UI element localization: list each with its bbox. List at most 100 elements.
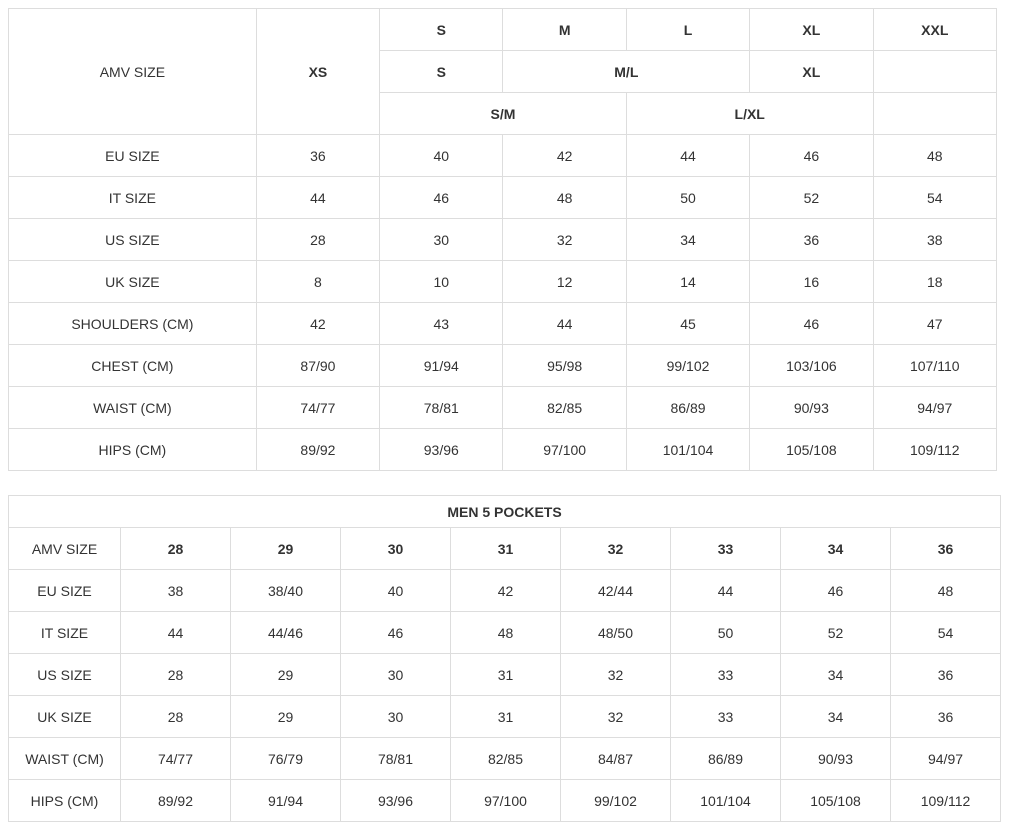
- row-label: WAIST (CM): [8, 386, 257, 429]
- row-label: IT SIZE: [8, 611, 121, 654]
- men-5-pockets-table: MEN 5 POCKETS AMV SIZE 28 29 30 31 32 33…: [7, 495, 1002, 822]
- row-label: IT SIZE: [8, 176, 257, 219]
- value-cell: 44/46: [230, 611, 341, 654]
- value-cell: 28: [120, 695, 231, 738]
- value-cell: 89/92: [255, 428, 381, 471]
- value-cell: 40: [379, 134, 504, 177]
- general-size-chart-table: AMV SIZE XS S M L XL XXL S M/L XL S/M L/…: [8, 8, 998, 471]
- value-cell: 86/89: [670, 737, 781, 780]
- value-cell: 99/102: [560, 779, 671, 822]
- value-cell: 18: [872, 260, 998, 303]
- value-cell: 74/77: [255, 386, 381, 429]
- row-label: UK SIZE: [8, 260, 257, 303]
- empty-cell: [872, 50, 998, 93]
- header-row: AMV SIZE 28 29 30 31 32 33 34 36: [8, 527, 1002, 570]
- size-header-xxl: XXL: [872, 8, 998, 51]
- row-label: US SIZE: [8, 653, 121, 696]
- row-label: EU SIZE: [8, 569, 121, 612]
- value-cell: 52: [780, 611, 891, 654]
- value-cell: 43: [379, 302, 504, 345]
- table-row-it-size: IT SIZE 44 46 48 50 52 54: [8, 176, 998, 219]
- size-header-33: 33: [670, 527, 781, 570]
- size-header-l: L: [625, 8, 751, 51]
- value-cell: 97/100: [450, 779, 561, 822]
- row-label: UK SIZE: [8, 695, 121, 738]
- table-row-eu-size: EU SIZE 38 38/40 40 42 42/44 44 46 48: [8, 569, 1002, 612]
- size-header-34: 34: [780, 527, 891, 570]
- value-cell: 42: [502, 134, 627, 177]
- table-row-hips: HIPS (CM) 89/92 93/96 97/100 101/104 105…: [8, 428, 998, 471]
- value-cell: 46: [340, 611, 451, 654]
- size-header-29: 29: [230, 527, 341, 570]
- value-cell: 28: [120, 653, 231, 696]
- value-cell: 42: [450, 569, 561, 612]
- value-cell: 14: [625, 260, 751, 303]
- value-cell: 101/104: [625, 428, 751, 471]
- value-cell: 44: [255, 176, 381, 219]
- value-cell: 76/79: [230, 737, 341, 780]
- table-row-uk-size: UK SIZE 28 29 30 31 32 33 34 36: [8, 695, 1002, 738]
- value-cell: 91/94: [230, 779, 341, 822]
- header-row-1: AMV SIZE XS S M L XL XXL: [8, 8, 998, 135]
- value-cell: 46: [379, 176, 504, 219]
- size-header-xl: XL: [749, 8, 874, 51]
- value-cell: 28: [255, 218, 381, 261]
- size-header-ml: M/L: [502, 50, 751, 93]
- value-cell: 50: [625, 176, 751, 219]
- size-header-36: 36: [889, 527, 1002, 570]
- value-cell: 42: [255, 302, 381, 345]
- value-cell: 97/100: [502, 428, 627, 471]
- value-cell: 82/85: [450, 737, 561, 780]
- value-cell: 47: [872, 302, 998, 345]
- value-cell: 32: [502, 218, 627, 261]
- value-cell: 36: [749, 218, 874, 261]
- value-cell: 86/89: [625, 386, 751, 429]
- header-row-2: S M/L XL: [9, 50, 998, 93]
- table-row-eu-size: EU SIZE 36 40 42 44 46 48: [8, 134, 998, 177]
- value-cell: 36: [255, 134, 381, 177]
- value-cell: 45: [625, 302, 751, 345]
- size-header-32: 32: [560, 527, 671, 570]
- value-cell: 30: [340, 695, 451, 738]
- value-cell: 38: [872, 218, 998, 261]
- value-cell: 48: [889, 569, 1002, 612]
- value-cell: 48/50: [560, 611, 671, 654]
- size-header-lxl: L/XL: [625, 92, 874, 135]
- value-cell: 29: [230, 653, 341, 696]
- value-cell: 38: [120, 569, 231, 612]
- value-cell: 48: [450, 611, 561, 654]
- value-cell: 30: [340, 653, 451, 696]
- value-cell: 99/102: [625, 344, 751, 387]
- table-row-it-size: IT SIZE 44 44/46 46 48 48/50 50 52 54: [8, 611, 1002, 654]
- table-row-shoulders: SHOULDERS (CM) 42 43 44 45 46 47: [8, 302, 998, 345]
- size-header-m: M: [502, 8, 627, 51]
- size-header-xl2: XL: [749, 50, 874, 93]
- table-row-us-size: US SIZE 28 30 32 34 36 38: [8, 218, 998, 261]
- row-label: HIPS (CM): [8, 779, 121, 822]
- value-cell: 90/93: [780, 737, 891, 780]
- value-cell: 103/106: [749, 344, 874, 387]
- value-cell: 36: [889, 653, 1002, 696]
- table-row-waist: WAIST (CM) 74/77 78/81 82/85 86/89 90/93…: [8, 386, 998, 429]
- value-cell: 34: [625, 218, 751, 261]
- value-cell: 82/85: [502, 386, 627, 429]
- table-row-us-size: US SIZE 28 29 30 31 32 33 34 36: [8, 653, 1002, 696]
- value-cell: 44: [502, 302, 627, 345]
- value-cell: 32: [560, 695, 671, 738]
- value-cell: 31: [450, 653, 561, 696]
- size-header-s2: S: [379, 50, 504, 93]
- row-label: WAIST (CM): [8, 737, 121, 780]
- size-header-sm: S/M: [379, 92, 627, 135]
- value-cell: 74/77: [120, 737, 231, 780]
- value-cell: 46: [749, 302, 874, 345]
- title-row: MEN 5 POCKETS: [7, 495, 1002, 528]
- amv-size-header: AMV SIZE: [8, 8, 257, 135]
- value-cell: 54: [889, 611, 1002, 654]
- value-cell: 105/108: [780, 779, 891, 822]
- value-cell: 78/81: [340, 737, 451, 780]
- row-label: US SIZE: [8, 218, 257, 261]
- value-cell: 48: [502, 176, 627, 219]
- value-cell: 54: [872, 176, 998, 219]
- table-row-uk-size: UK SIZE 8 10 12 14 16 18: [8, 260, 998, 303]
- value-cell: 34: [780, 653, 891, 696]
